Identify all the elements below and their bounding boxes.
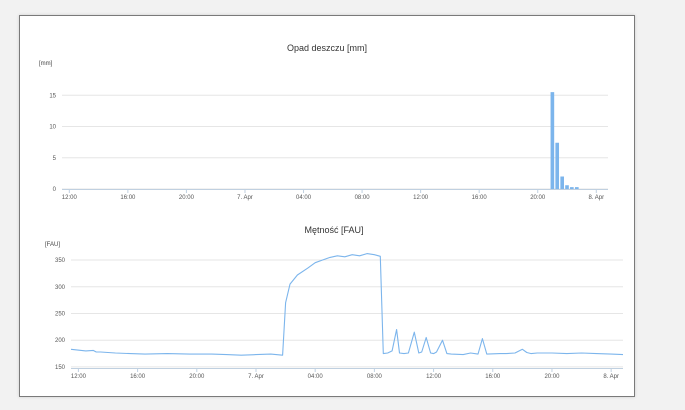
rainfall-bar bbox=[575, 187, 579, 189]
rainfall-y-tick-label: 5 bbox=[53, 156, 57, 162]
turbidity-x-tick-label: 7. Apr bbox=[248, 374, 264, 380]
turbidity-x-tick-label: 12:00 bbox=[426, 374, 442, 380]
rainfall-x-tick-label: 08:00 bbox=[355, 195, 371, 201]
turbidity-y-unit: [FAU] bbox=[45, 242, 60, 248]
rainfall-bar bbox=[570, 187, 574, 189]
turbidity-chart-title: Mętność [FAU] bbox=[304, 225, 363, 235]
turbidity-x-tick-label: 20:00 bbox=[189, 374, 205, 380]
rainfall-y-unit: [mm] bbox=[39, 61, 53, 67]
rainfall-chart: Opad deszczu [mm] [mm] 0 5 10 15 12:00 16:00… bbox=[39, 43, 608, 201]
turbidity-y-tick-label: 250 bbox=[55, 311, 66, 317]
rainfall-x-tick-label: 8. Apr bbox=[588, 195, 604, 201]
turbidity-y-tick-label: 150 bbox=[55, 365, 66, 371]
rainfall-x-tick-label: 20:00 bbox=[179, 195, 195, 201]
rainfall-x-tick-label: 20:00 bbox=[530, 195, 546, 201]
rainfall-y-tick-label: 10 bbox=[49, 125, 56, 131]
rainfall-chart-title: Opad deszczu [mm] bbox=[287, 43, 367, 53]
turbidity-x-tick-label: 08:00 bbox=[367, 374, 383, 380]
rainfall-x-tick-label: 7. Apr bbox=[237, 195, 253, 201]
turbidity-x-tick-label: 16:00 bbox=[485, 374, 501, 380]
rainfall-x-tick-label: 04:00 bbox=[296, 195, 312, 201]
turbidity-y-tick-label: 200 bbox=[55, 338, 66, 344]
turbidity-series-line bbox=[70, 253, 624, 356]
rainfall-bar bbox=[565, 185, 569, 189]
charts-svg: Opad deszczu [mm] [mm] 0 5 10 15 12:00 16:00… bbox=[39, 43, 624, 380]
rainfall-y-tick-label: 15 bbox=[49, 93, 56, 99]
turbidity-y-tick-label: 350 bbox=[55, 258, 66, 264]
turbidity-x-tick-label: 16:00 bbox=[130, 374, 146, 380]
turbidity-x-tick-label: 8. Apr bbox=[603, 374, 619, 380]
turbidity-x-tick-label: 04:00 bbox=[308, 374, 324, 380]
rainfall-x-tick-label: 12:00 bbox=[62, 195, 78, 201]
rainfall-bar bbox=[555, 142, 560, 189]
rainfall-y-tick-label: 0 bbox=[53, 187, 57, 193]
rainfall-x-tick-label: 12:00 bbox=[413, 195, 429, 201]
turbidity-y-tick-label: 300 bbox=[55, 285, 66, 291]
turbidity-x-tick-label: 12:00 bbox=[71, 374, 87, 380]
rainfall-x-tick-label: 16:00 bbox=[472, 195, 488, 201]
rainfall-bar bbox=[550, 92, 555, 189]
rainfall-x-tick-label: 16:00 bbox=[120, 195, 136, 201]
charts-panel: Opad deszczu [mm] [mm] 0 5 10 15 12:00 16:00… bbox=[19, 15, 635, 397]
turbidity-chart: Mętność [FAU] [FAU] 150 200 250 300 350 12:0… bbox=[45, 225, 624, 380]
rainfall-bar bbox=[560, 176, 564, 189]
turbidity-x-tick-label: 20:00 bbox=[544, 374, 560, 380]
